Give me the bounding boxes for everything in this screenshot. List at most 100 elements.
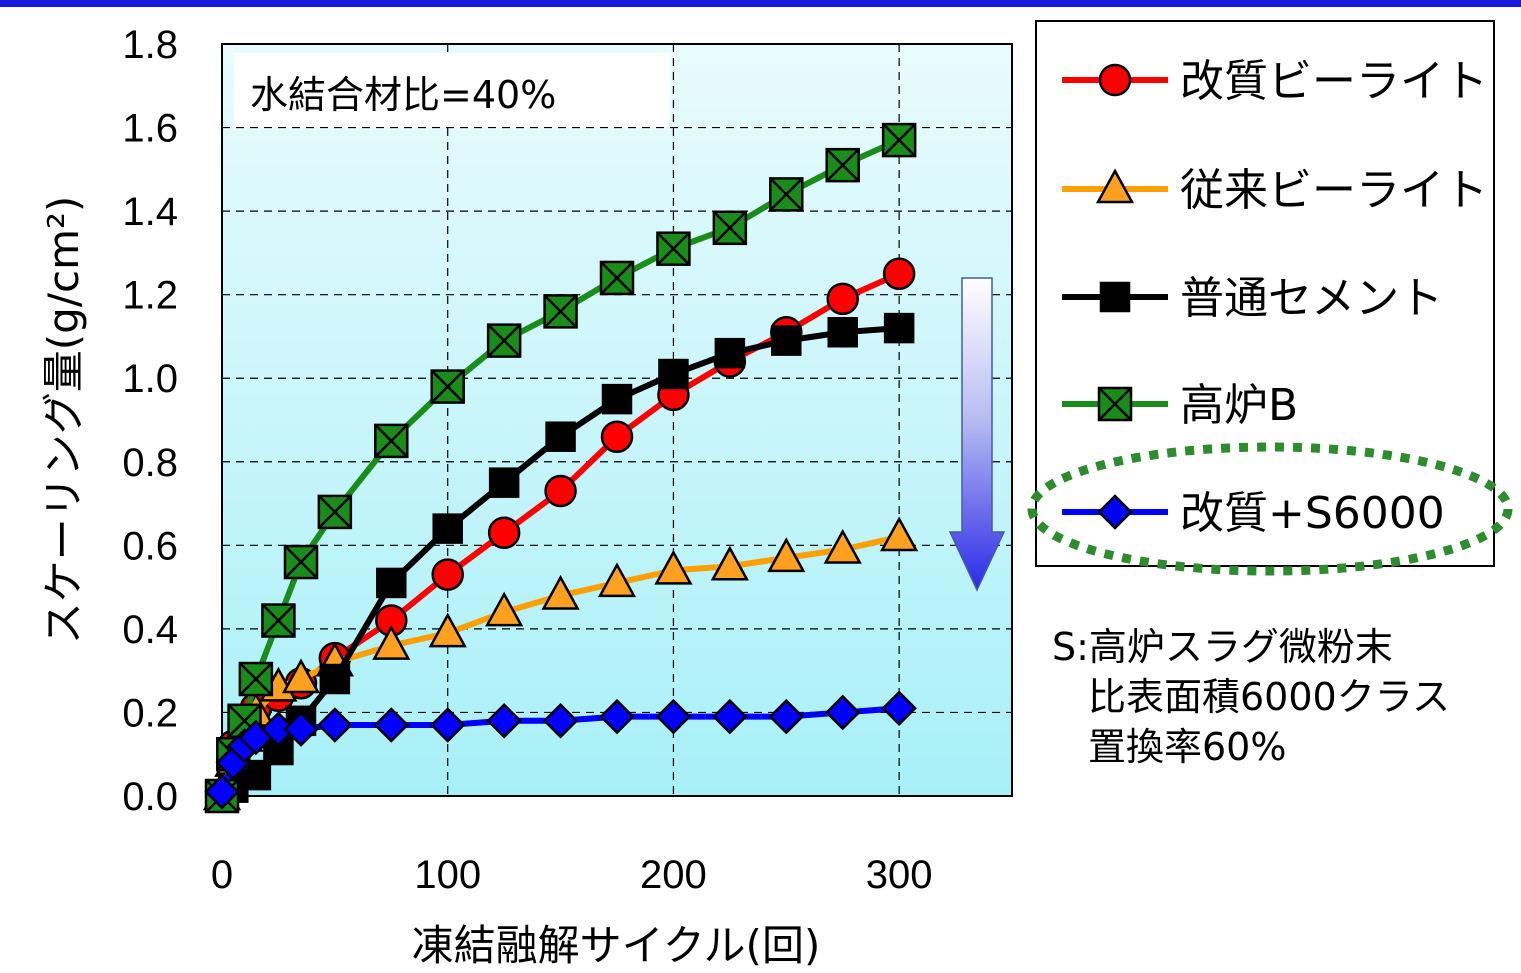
data-point — [281, 658, 321, 694]
series-layer — [202, 122, 919, 814]
data-point — [238, 661, 274, 697]
y-tick-label: 1.4 — [122, 190, 178, 234]
data-point — [545, 421, 576, 452]
y-tick-label: 0.4 — [122, 608, 178, 652]
data-point — [767, 537, 806, 573]
data-point — [714, 337, 746, 369]
data-point — [485, 591, 524, 627]
data-point — [319, 663, 351, 695]
data-point — [823, 528, 862, 564]
y-tick-label: 0.8 — [122, 441, 178, 485]
note-line: 置換率60% — [1088, 725, 1286, 769]
x-tick-label: 0 — [211, 853, 233, 897]
top-border-bar — [0, 0, 1521, 7]
y-tick-label: 1.2 — [122, 274, 178, 318]
note-line: 比表面積6000クラス — [1088, 675, 1450, 719]
data-point — [881, 122, 917, 158]
data-point — [825, 147, 860, 183]
data-point — [430, 369, 465, 404]
y-tick-label: 0.6 — [122, 524, 178, 568]
plot-background — [221, 43, 1013, 797]
data-point — [710, 545, 749, 581]
data-point — [374, 423, 409, 459]
data-point — [601, 383, 633, 415]
data-point — [429, 707, 466, 743]
x-axis-title: 凍結融解サイクル(回) — [412, 921, 821, 970]
y-tick-label: 0.0 — [122, 775, 178, 819]
data-point — [655, 698, 692, 735]
data-point — [543, 294, 578, 329]
data-point — [204, 774, 240, 810]
legend-label: 普通セメント — [1180, 273, 1443, 324]
note-line: S:高炉スラグ微粉末 — [1052, 625, 1393, 669]
data-point — [880, 516, 919, 552]
legend-marker — [1099, 281, 1131, 313]
data-point — [373, 707, 410, 743]
data-point — [376, 567, 407, 599]
legend-label: 高炉B — [1180, 380, 1298, 431]
x-tick-label: 300 — [866, 853, 933, 897]
legend-marker — [1097, 386, 1133, 422]
downward-arrow — [948, 277, 1006, 592]
data-point — [771, 325, 802, 356]
legend-marker — [1097, 494, 1133, 530]
y-tick-label: 1.8 — [122, 23, 178, 67]
data-point — [824, 694, 861, 731]
data-point — [431, 558, 464, 591]
y-tick-label: 1.6 — [122, 107, 178, 151]
data-point — [597, 562, 637, 598]
data-point — [428, 612, 467, 648]
data-point — [317, 707, 353, 743]
legend-marker — [1095, 168, 1135, 204]
note-block: S:高炉スラグ微粉末 比表面積6000クラス 置換率60% — [1052, 625, 1450, 769]
data-point — [261, 603, 296, 638]
data-point — [487, 516, 521, 550]
data-point — [486, 703, 522, 739]
series-3 — [204, 122, 917, 814]
annotation-box: 水結合材比=40% — [234, 53, 670, 127]
data-point — [654, 549, 693, 585]
legend-label: 改質ビーライト — [1180, 56, 1488, 107]
legend-label: 従来ビーライト — [1180, 165, 1488, 216]
data-point — [658, 358, 689, 390]
y-tick-label: 0.2 — [122, 691, 178, 735]
data-point — [712, 698, 748, 735]
legend-entry: 改質ビーライト — [1062, 56, 1488, 107]
x-tick-label: 100 — [414, 853, 481, 897]
data-point — [826, 282, 859, 316]
highlight-ellipse — [1027, 442, 1513, 576]
data-point — [883, 312, 915, 344]
legend-label: 改質+S6000 — [1180, 488, 1445, 539]
data-point — [432, 513, 463, 544]
data-point — [881, 690, 917, 727]
data-point — [372, 625, 411, 660]
data-point — [541, 574, 580, 610]
series-4 — [204, 690, 917, 810]
data-point — [544, 474, 577, 508]
y-tick-label: 1.0 — [122, 357, 178, 401]
data-point — [600, 420, 634, 453]
data-point — [599, 260, 635, 296]
data-point — [656, 231, 691, 266]
annotation-text: 水結合材比=40% — [250, 73, 556, 117]
legend-marker — [1098, 63, 1132, 97]
data-point — [542, 703, 579, 739]
x-tick-label: 200 — [640, 853, 707, 897]
data-point — [488, 467, 520, 498]
legend-entry: 従来ビーライト — [1062, 165, 1488, 216]
y-tick-labels: 0.0 0.2 0.4 0.6 0.8 1.0 1.2 1.4 1.6 1.8 — [122, 23, 178, 819]
legend-entry: 高炉B — [1062, 380, 1298, 431]
data-point — [827, 317, 858, 348]
data-point — [283, 544, 319, 580]
data-point — [768, 698, 805, 735]
data-point — [882, 257, 916, 291]
data-point — [317, 494, 353, 530]
data-point — [712, 210, 748, 246]
data-point — [769, 177, 804, 212]
x-tick-labels: 0 100 200 300 — [211, 853, 933, 897]
data-point — [486, 323, 522, 358]
legend-entry: 普通セメント — [1062, 273, 1443, 324]
y-axis-title: スケーリング量(g/cm²) — [39, 196, 88, 644]
